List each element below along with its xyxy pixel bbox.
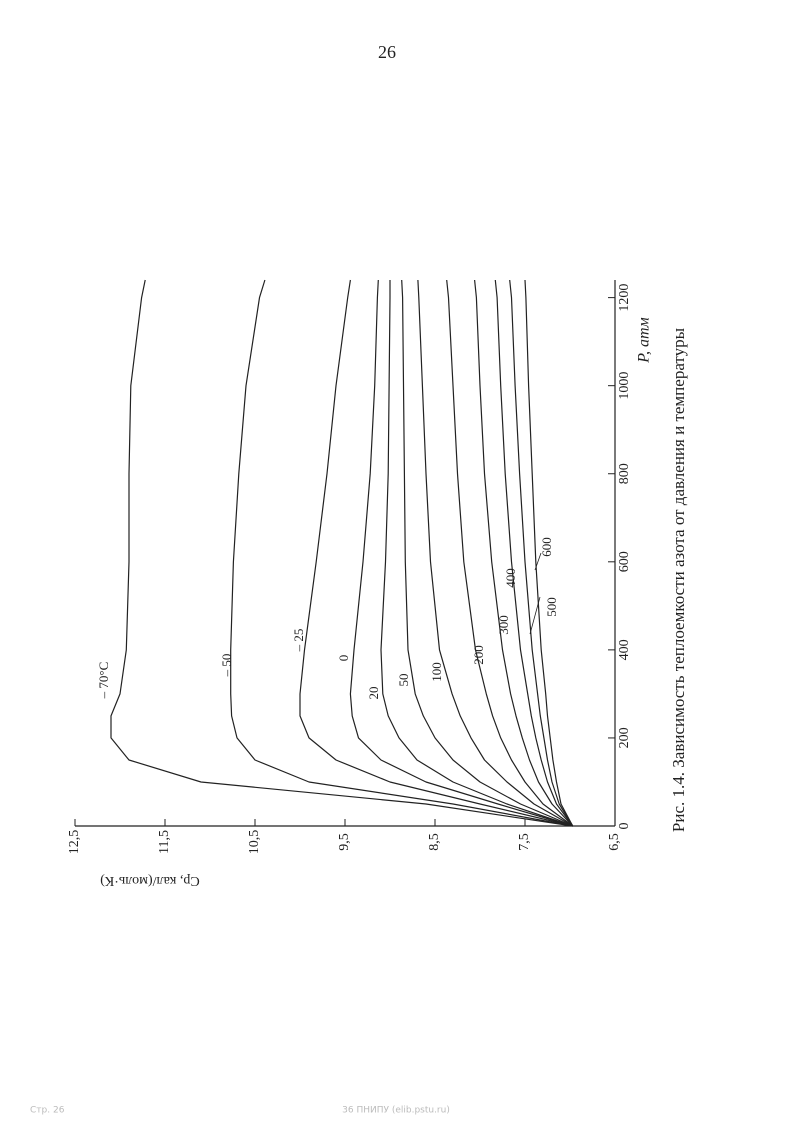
curve [110,279,573,827]
curve [299,279,573,827]
curve [494,279,574,827]
curve [446,279,574,827]
page-number: 26 [378,42,396,62]
curve [230,279,573,827]
footer-left: Стр. 26 [30,1106,65,1116]
caption: Рис. 1.4. Зависимость теплоемкости азота… [669,327,688,832]
curve-label: – 50 [219,654,234,678]
y-tick-label: 11,5 [157,830,172,854]
curve-label: 400 [503,568,518,588]
y-tick-label: 12,5 [67,830,82,855]
curve-label: 100 [429,662,444,682]
curve-label: 600 [539,537,554,557]
curve-label: 200 [471,645,486,665]
curve [417,279,573,827]
curve [401,279,573,827]
curve-label: 500 [544,597,559,617]
curve [349,279,573,827]
x-tick-label: 200 [617,727,632,748]
x-tick-label: 600 [617,551,632,572]
curve [524,279,574,827]
x-tick-label: 0 [617,823,632,830]
curve [474,279,574,827]
curve-label: 0 [336,655,351,662]
curve-label: – 25 [291,629,306,653]
x-tick-label: 1000 [617,372,632,400]
y-tick-label: 7,5 [517,833,532,851]
y-tick-label: 6,5 [607,833,622,851]
curve-label: 300 [496,615,511,635]
x-tick-label: 400 [617,639,632,660]
curve-label: 20 [366,687,381,700]
x-tick-label: 1200 [617,284,632,312]
curve-label: 50 [396,674,411,687]
x-axis-label: P, атм [636,317,653,363]
y-tick-label: 10,5 [247,830,262,855]
curve [509,279,574,827]
y-tick-label: 9,5 [337,833,352,851]
y-tick-label: 8,5 [427,833,442,851]
curve [380,280,573,827]
x-tick-label: 800 [617,463,632,484]
curve-label: – 70°C [96,662,111,700]
y-axis-label: Cp, кал/(моль·К) [100,873,200,888]
footer-center: 36 ПНИПУ (elib.pstu.ru) [342,1106,450,1116]
